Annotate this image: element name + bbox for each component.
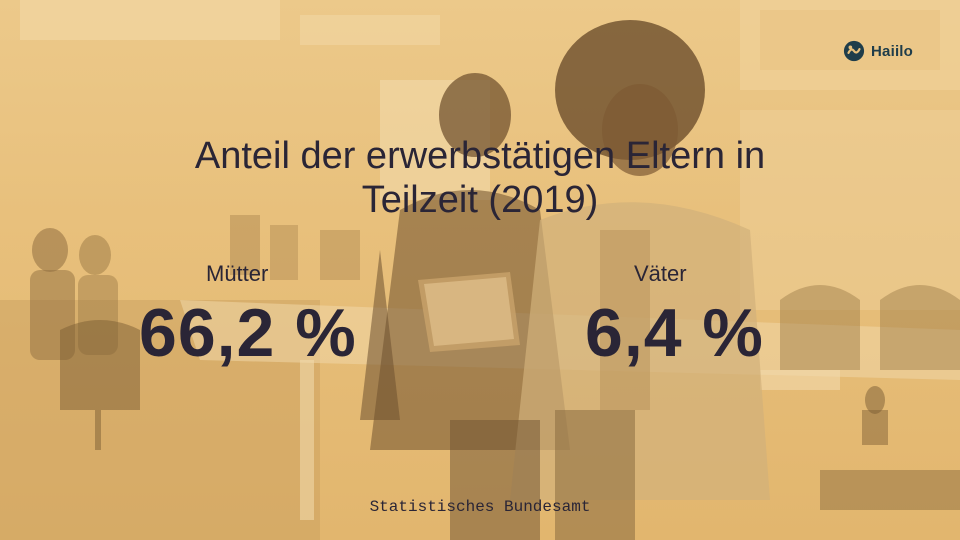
stat-value-fathers: 6,4 % <box>585 295 764 371</box>
source-citation: Statistisches Bundesamt <box>369 498 591 516</box>
title-line-2: Teilzeit (2019) <box>361 179 599 221</box>
stat-label-mothers: Mütter <box>206 261 269 286</box>
stat-value-mothers: 66,2 % <box>139 295 357 371</box>
stat-label-fathers: Väter <box>634 261 687 286</box>
haiilo-logo-icon <box>843 40 865 62</box>
brand-logo[interactable]: Haiilo <box>843 39 913 63</box>
page-title: Anteil der erwerbstätigen Eltern in Teil… <box>100 134 860 222</box>
brand-name: Haiilo <box>871 42 914 60</box>
title-line-1: Anteil der erwerbstätigen Eltern in <box>194 135 766 177</box>
